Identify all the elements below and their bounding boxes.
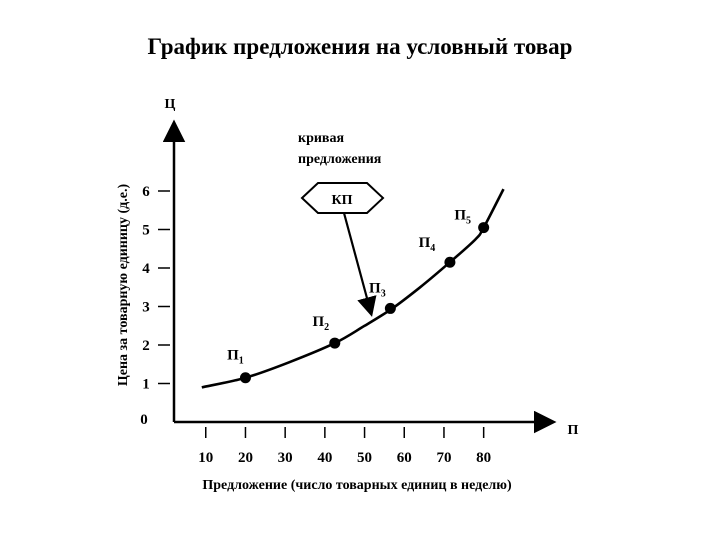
point-label-subscript: 5: [466, 216, 471, 227]
x-tick-label-70: 70: [436, 450, 451, 466]
x-tick-label-30: 30: [278, 450, 293, 466]
point-p3: [384, 302, 396, 314]
point-label-p3: П3: [369, 280, 386, 299]
point-p5: [478, 222, 490, 234]
point-p1: [239, 372, 251, 384]
kp-label: КП: [331, 193, 352, 208]
x-axis-label: Предложение (число товарных единиц в нед…: [202, 478, 512, 493]
x-tick-label-40: 40: [317, 450, 332, 466]
point-label-subscript: 4: [430, 243, 435, 254]
x-tick-label-50: 50: [357, 450, 372, 466]
point-label-p1: П1: [227, 348, 244, 367]
y-tick-label-5: 5: [142, 223, 150, 239]
point-label-subscript: 1: [239, 356, 244, 367]
point-label-p4: П4: [419, 235, 436, 254]
point-label-p5: П5: [454, 208, 471, 227]
annotation-line1: кривая: [298, 131, 344, 146]
point-p2: [329, 337, 341, 349]
point-label-subscript: 3: [381, 288, 386, 299]
point-label-subscript: 2: [324, 322, 329, 333]
y-tick-label-3: 3: [142, 300, 150, 316]
y-ticks: 1 2 3 4 5 6: [142, 184, 170, 393]
x-tick-label-80: 80: [476, 450, 491, 466]
annotation-line2: предложения: [298, 152, 382, 167]
x-tick-label-20: 20: [238, 450, 253, 466]
point-p4: [444, 256, 456, 268]
y-tick-label-2: 2: [142, 338, 150, 354]
axes: [162, 119, 557, 434]
chart-title: График предложения на условный товар: [147, 34, 573, 59]
y-tick-label-6: 6: [142, 184, 150, 200]
kp-hexagon: [300, 182, 385, 214]
points-group: П1 П2 П3 П4 П5: [227, 208, 490, 384]
point-label-p2: П2: [312, 314, 329, 333]
y-tick-label-1: 1: [142, 377, 150, 393]
origin-label: 0: [140, 412, 148, 428]
y-tick-label-4: 4: [142, 261, 150, 277]
x-tick-label-60: 60: [397, 450, 412, 466]
x-axis-letter: П: [568, 423, 579, 438]
y-axis-letter: Ц: [165, 97, 176, 112]
x-tick-label-10: 10: [198, 450, 213, 466]
x-ticks: 10 20 30 40 50 60 70 80: [198, 427, 491, 466]
y-axis-label: Цена за товарную единицу (д.е.): [116, 184, 131, 387]
annotation-arrow: [342, 212, 377, 317]
